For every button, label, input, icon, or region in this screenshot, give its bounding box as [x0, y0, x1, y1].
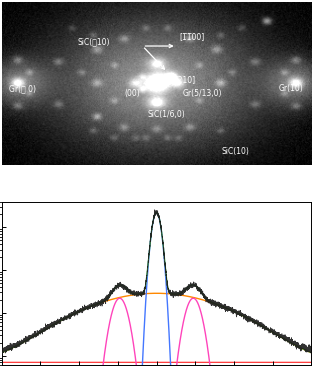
Text: Gr(10): Gr(10)	[279, 84, 304, 93]
Text: [1̅1̅00]: [1̅1̅00]	[180, 32, 205, 41]
Text: SiC(ጐ10): SiC(ጐ10)	[78, 37, 110, 47]
Text: SiC(1/6,0): SiC(1/6,0)	[147, 110, 185, 119]
Text: Gr(ሐ 0): Gr(ሐ 0)	[9, 84, 36, 93]
Text: (00): (00)	[124, 89, 140, 98]
Text: Gr(5/13,0): Gr(5/13,0)	[183, 89, 222, 98]
Text: SiC(10): SiC(10)	[222, 147, 249, 156]
Text: [1̅210]: [1̅210]	[171, 76, 196, 84]
